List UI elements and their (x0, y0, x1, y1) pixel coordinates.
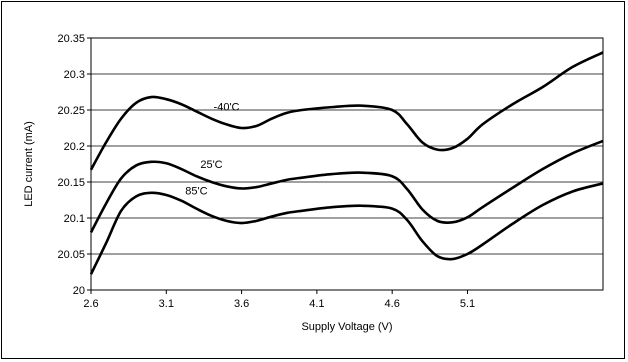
y-tick-label: 20 (73, 285, 85, 297)
y-tick-label: 20.05 (57, 249, 85, 261)
gridlines (91, 37, 603, 291)
y-tick-label: 20.15 (57, 177, 85, 189)
y-axis-ticks: 20 20.05 20.1 20.15 20.2 20.25 20.3 20.35 (57, 33, 91, 297)
series-label: 25'C (200, 159, 222, 171)
x-axis-title: Supply Voltage (V) (301, 321, 392, 333)
series-line (89, 139, 604, 234)
series-label: 85'C (185, 186, 207, 198)
series-labels: -40'C 25'C 85'C (185, 101, 239, 197)
x-tick-label: 2.6 (83, 298, 98, 310)
y-axis-title: LED current (mA) (23, 121, 35, 207)
series-label: -40'C (214, 101, 240, 113)
plot-area-border (90, 37, 604, 291)
y-tick-label: 20.3 (64, 69, 85, 81)
x-tick-label: 5.1 (460, 298, 475, 310)
y-tick-label: 20.35 (57, 33, 85, 45)
x-axis-ticks: 2.6 3.1 3.6 4.1 4.6 5.1 (83, 290, 475, 310)
x-tick-label: 4.1 (309, 298, 324, 310)
y-tick-label: 20.2 (64, 141, 85, 153)
y-tick-label: 20.1 (64, 213, 85, 225)
y-tick-label: 20.25 (57, 105, 85, 117)
x-tick-label: 3.1 (159, 298, 174, 310)
series-lines (89, 51, 604, 275)
series-line (89, 51, 604, 171)
series-line (89, 182, 604, 275)
x-tick-label: 4.6 (385, 298, 400, 310)
x-tick-label: 3.6 (234, 298, 249, 310)
